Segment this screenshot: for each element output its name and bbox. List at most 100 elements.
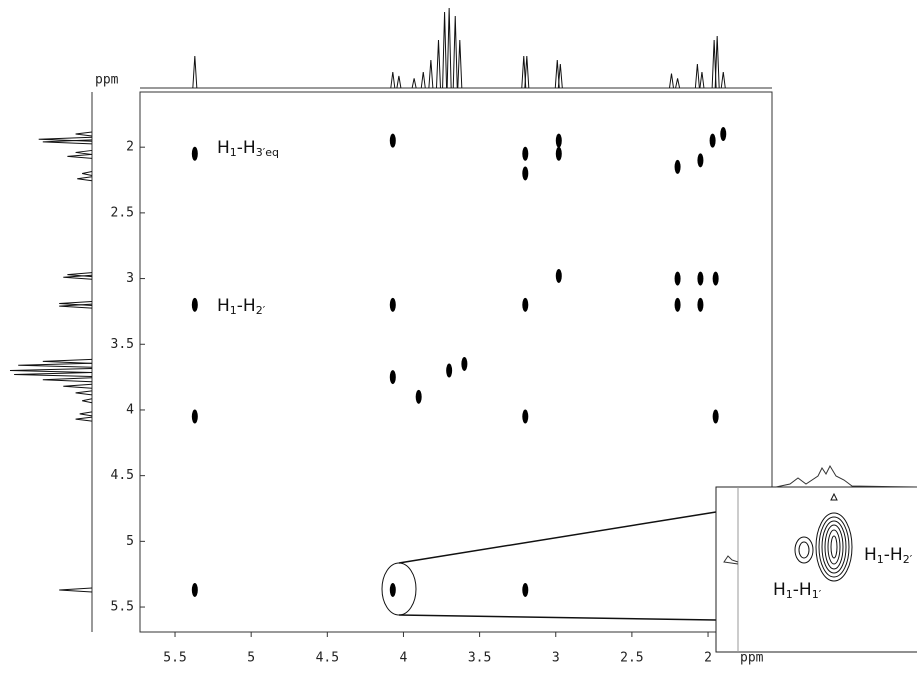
left-projection-peak [67, 272, 93, 278]
cross-peak [389, 133, 396, 148]
cross-peak [522, 166, 529, 181]
annotation-part: H [864, 545, 877, 565]
annotation-part: 3′eq [256, 146, 279, 159]
left-projection-peak [79, 411, 93, 417]
cross-peak [697, 153, 704, 168]
top-projection-peak [396, 75, 402, 89]
cross-peak [461, 356, 468, 371]
y-tick-label: 2 [126, 140, 134, 155]
left-projection-peak [75, 149, 93, 155]
y-tick-label: 5 [126, 534, 134, 549]
cross-peak [674, 297, 681, 312]
zoom-line [398, 614, 717, 621]
y-tick-label: 2.5 [111, 205, 134, 220]
x-tick-label: 5.5 [163, 651, 186, 666]
annotation-part: 2′ [256, 304, 266, 317]
cross-peak [697, 297, 704, 312]
x-tick-label: 5 [247, 651, 255, 666]
cross-peak [415, 389, 422, 404]
cross-peak [522, 582, 529, 597]
inset-projection [723, 555, 739, 565]
annotation-part: -H [237, 296, 256, 316]
cross-peak [555, 268, 562, 283]
y-tick-label: 3 [126, 271, 134, 286]
left-projection-peak [42, 377, 93, 383]
top-projection-peak [452, 15, 458, 89]
cross-peak [697, 271, 704, 286]
left-projection-peak [38, 136, 93, 142]
annotation-part: 1 [786, 588, 793, 601]
top-projection-peak [446, 7, 452, 89]
cross-peak [522, 146, 529, 161]
left-projection-peak [14, 371, 93, 377]
cross-peak [712, 409, 719, 424]
plot-frame [139, 91, 773, 633]
cross-peak [522, 409, 529, 424]
left-projection-peak [82, 398, 93, 404]
cross-peak [674, 271, 681, 286]
cross-peak [712, 271, 719, 286]
y-tick-label: 5.5 [111, 600, 134, 615]
left-projection-peak [18, 362, 93, 368]
top-projection-peak [420, 71, 426, 89]
top-projection-peak [714, 35, 720, 89]
left-projection-peak [75, 416, 93, 422]
annotation-part: 1 [877, 553, 884, 566]
annotation-part: -H [793, 580, 812, 600]
top-projection-peak [192, 55, 198, 89]
cross-peak [674, 159, 681, 174]
top-projection-peak [699, 71, 705, 89]
annotation-part: -H [884, 545, 903, 565]
y-tick-label: 3.5 [111, 337, 134, 352]
x-tick-label: 4.5 [316, 651, 339, 666]
top-projection-peak [435, 39, 441, 89]
cross-peak [389, 297, 396, 312]
left-projection-peak [9, 368, 93, 374]
annotation: H1-H2′ [217, 296, 266, 317]
cross-peak [522, 297, 529, 312]
top-projection-peak [390, 71, 396, 89]
cross-peak [389, 370, 396, 385]
top-projection-peak [694, 63, 700, 89]
left-projection-peak [75, 390, 93, 396]
top-projection-peak [675, 78, 681, 89]
top-projection-peak [457, 39, 463, 89]
left-projection-peak [42, 358, 93, 364]
cross-peak [191, 146, 198, 161]
left-projection-peak [82, 170, 93, 176]
zoom-line [398, 511, 717, 564]
x-axis-label: ppm [740, 651, 764, 666]
top-projection-peak [442, 11, 448, 89]
annotation-part: 1 [230, 304, 237, 317]
cross-peak [191, 297, 198, 312]
left-projection-peak [59, 587, 93, 593]
top-projection-peak [428, 59, 434, 89]
top-projection-peak [557, 63, 563, 89]
annotation-part: 2′ [903, 553, 913, 566]
cross-peak [555, 146, 562, 161]
cross-peak [709, 133, 716, 148]
cross-peak [191, 582, 198, 597]
annotation: H1-H3′eq [217, 138, 279, 159]
inset [715, 464, 917, 653]
inset-frame [715, 486, 917, 653]
annotation-part: 1 [230, 146, 237, 159]
inset-projection [775, 464, 917, 488]
top-projection-peak [524, 55, 530, 89]
cross-peak [720, 127, 727, 142]
cross-peak [555, 133, 562, 148]
top-projection-peak [668, 73, 674, 89]
cross-peak [446, 363, 453, 378]
annotation-part: H [217, 296, 230, 316]
y-tick-label: 4.5 [111, 468, 134, 483]
left-projection-peak [59, 301, 93, 307]
x-tick-label: 2 [704, 651, 712, 666]
top-projection-peak [720, 71, 726, 89]
annotation-part: H [773, 580, 786, 600]
annotation: H1-H2′ [864, 545, 913, 566]
left-projection-peak [67, 153, 93, 159]
annotation-part: 1′ [812, 588, 822, 601]
left-projection-peak [75, 131, 93, 137]
cross-peak [389, 582, 396, 597]
